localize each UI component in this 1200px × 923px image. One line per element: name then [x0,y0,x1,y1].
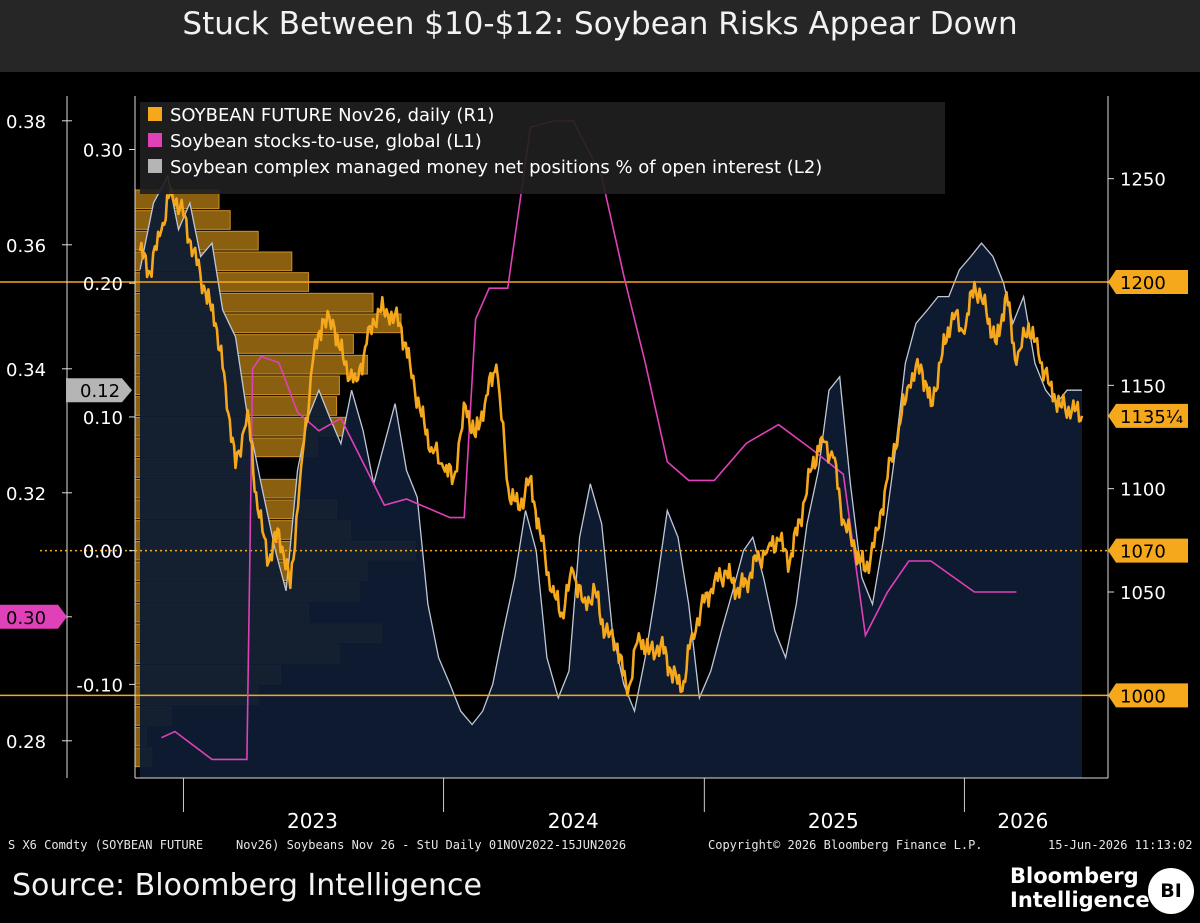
l1-tick-label: 0.28 [6,732,46,753]
l1-tick-label: 0.36 [6,236,46,257]
r1-value-marker-label: 1135¼ [1120,407,1183,428]
r1-tick-label: 1050 [1120,583,1166,604]
r1-value-marker-label: 1000 [1120,686,1166,707]
footer-info: S X6 Comdty (SOYBEAN FUTURE Nov26) Soybe… [8,838,1198,854]
r1-value-marker [1108,270,1188,294]
footer-ticker: S X6 Comdty (SOYBEAN FUTURE [8,838,204,852]
l1-tick-label: 0.32 [6,484,46,505]
r1-value-marker [1108,538,1188,563]
positions-fill [140,176,1082,778]
l1-tick-label: 0.38 [6,112,46,133]
r1-tick-label: 1100 [1120,480,1166,501]
legend: SOYBEAN FUTURE Nov26, daily (R1) Soybean … [140,102,945,194]
header-bar: Stuck Between $10-$12: Soybean Risks App… [0,0,1200,72]
legend-label: Soybean complex managed money net positi… [170,157,822,178]
footer-timestamp: 15-Jun-2026 11:13:02 [1048,838,1193,852]
brand-logo: Bloomberg Intelligence [1010,864,1150,912]
r1-value-marker [1108,403,1188,428]
chart-svg: 0.38 0.36 0.34 0.32 0.30 0.28 0.30 0.20 0.10 0.00… [0,96,1200,836]
legend-label: Soybean stocks-to-use, global (L1) [170,131,482,152]
l2-value-marker [66,378,132,403]
brand-line-1: Bloomberg [1010,864,1139,888]
l2-value-marker-label: 0.12 [80,381,120,402]
l2-tick-label: -0.10 [76,675,123,696]
chart-area: 0.38 0.36 0.34 0.32 0.30 0.28 0.30 0.20 0.10 0.00… [0,96,1200,836]
futures-path [138,187,1084,697]
legend-swatch [148,107,162,121]
x-tick-label: 2023 [287,809,338,833]
source-note: Source: Bloomberg Intelligence [12,868,482,903]
l2-tick-label: 0.00 [83,542,123,563]
r1-tick-label: 1150 [1120,376,1166,397]
legend-swatch [148,133,162,147]
footer-copyright: Copyright© 2026 Bloomberg Finance L.P. [708,838,983,852]
r1-value-marker-label: 1200 [1120,273,1166,294]
x-tick-label: 2026 [997,809,1048,833]
legend-box [140,102,945,194]
l1-value-marker-label: 0.30 [6,608,46,629]
chart-title: Stuck Between $10-$12: Soybean Risks App… [182,6,1018,42]
l2-tick-label: 0.30 [83,140,123,161]
l2-tick-label: 0.10 [83,408,123,429]
reference-lines [0,281,1108,697]
l2-tick-label: 0.20 [83,274,123,295]
axes: 0.38 0.36 0.34 0.32 0.30 0.28 0.30 0.20 0.10 0.00… [0,96,1188,833]
brand-line-2: Intelligence [1010,888,1150,912]
r1-value-marker [1108,683,1188,708]
x-tick-label: 2025 [808,809,859,833]
legend-swatch [148,159,162,173]
l1-tick-label: 0.34 [6,360,46,381]
x-tick-label: 2024 [548,809,599,833]
brand-badge: BI [1148,868,1194,914]
legend-label: SOYBEAN FUTURE Nov26, daily (R1) [170,105,494,126]
futures-line [138,187,1084,697]
l1-value-marker [0,604,67,629]
r1-value-marker-label: 1070 [1120,542,1166,563]
r1-tick-label: 1250 [1120,170,1166,191]
footer-description: Nov26) Soybeans Nov 26 - StU Daily 01NOV… [236,838,627,852]
